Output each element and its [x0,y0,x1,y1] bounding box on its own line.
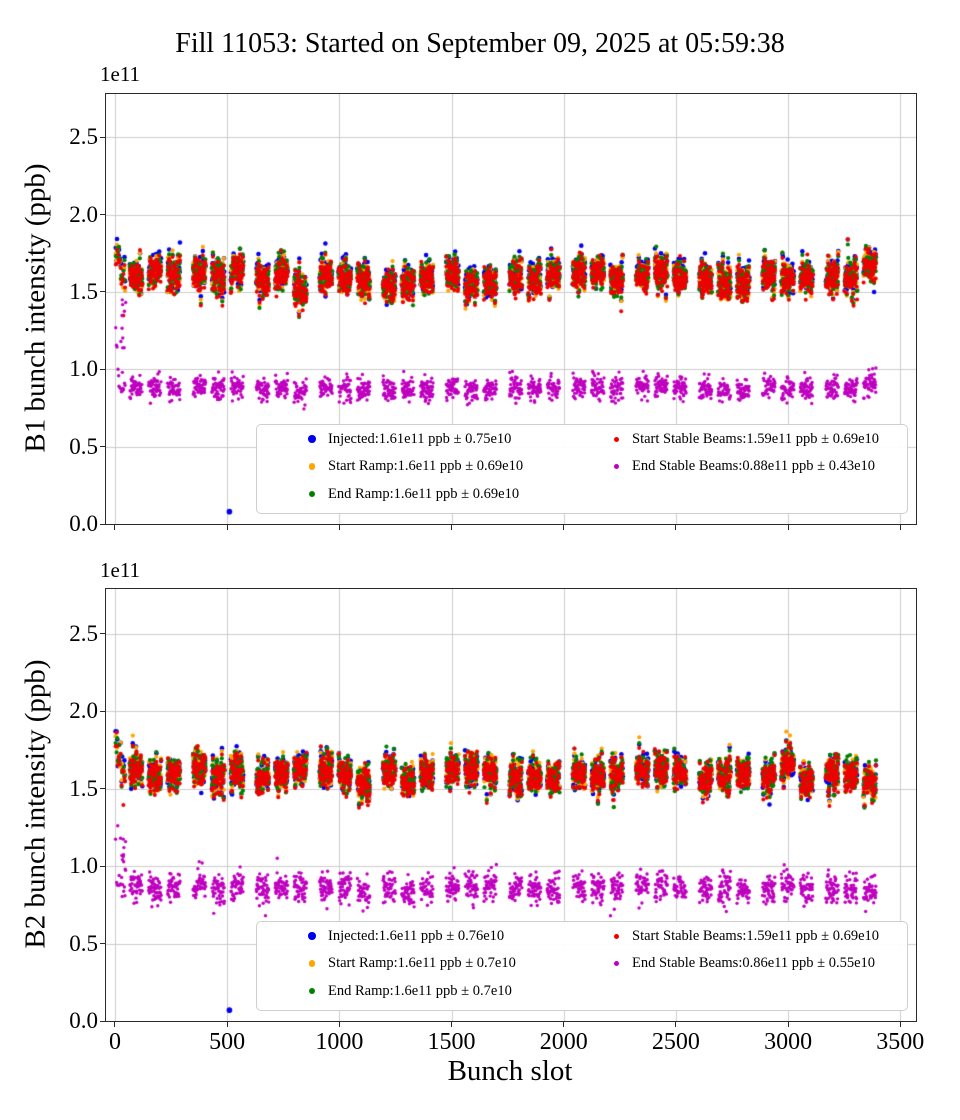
y-tick-label: 2.0 [69,698,98,724]
x-tick-mark [338,525,340,530]
figure-title: Fill 11053: Started on September 09, 202… [175,28,785,59]
y-tick-mark [100,446,105,448]
legend-marker [609,436,623,442]
legend-marker-dot [308,987,316,995]
y-tick-mark [100,291,105,293]
y-tick-label: 0.5 [69,433,98,459]
x-tick-mark [899,1022,901,1027]
x-tick-label: 1500 [427,1029,476,1055]
x-axis-label: Bunch slot [447,1055,573,1087]
b1-legend: Injected:1.61e11 ppb ± 0.75e10 Start Ramp… [256,424,908,514]
legend-label: Injected:1.61e11 ppb ± 0.75e10 [328,430,512,447]
x-tick-mark [899,525,901,530]
x-tick-mark [787,1022,789,1027]
x-tick-label: 0 [108,1029,121,1055]
y-tick-label: 0.0 [69,511,98,536]
y-tick-mark [100,214,105,216]
legend-label: End Stable Beams:0.88e11 ppb ± 0.43e10 [632,458,876,474]
x-tick-label: 2500 [651,1029,700,1055]
x-tick-mark [675,525,677,530]
y-tick-mark [100,865,105,867]
y-tick-mark [100,368,105,370]
legend-label: End Ramp:1.6e11 ppb ± 0.69e10 [328,485,520,502]
y-tick-mark [100,633,105,635]
legend-marker [609,961,623,966]
legend-marker [305,960,319,967]
legend-item: End Ramp:1.6e11 ppb ± 0.7e10 [305,980,512,1002]
legend-item: Start Ramp:1.6e11 ppb ± 0.69e10 [305,456,523,478]
x-tick-label: 1000 [315,1029,364,1055]
y-tick-mark [100,1020,105,1022]
legend-marker-dot [613,933,619,939]
legend-item: End Ramp:1.6e11 ppb ± 0.69e10 [305,483,519,505]
y-tick-mark [100,523,105,525]
legend-label: End Ramp:1.6e11 ppb ± 0.7e10 [328,982,512,999]
legend-item: Injected:1.6e11 ppb ± 0.76e10 [305,925,504,947]
legend-label: Injected:1.6e11 ppb ± 0.76e10 [328,927,505,944]
x-tick-mark [787,525,789,530]
legend-marker-dot [613,464,619,469]
y-tick-label: 2.5 [69,620,98,646]
x-tick-label: 500 [209,1029,246,1055]
legend-marker-dot [308,960,316,967]
legend-marker [609,464,623,469]
x-tick-mark [338,1022,340,1027]
legend-marker [305,463,319,470]
legend-marker [305,987,319,995]
x-tick-mark [451,1022,453,1027]
y-tick-label: 1.5 [69,278,98,304]
x-tick-label: 3000 [764,1029,813,1055]
x-tick-label: 2000 [539,1029,588,1055]
legend-marker-dot [613,961,619,966]
y-tick-label: 2.0 [69,201,98,227]
y-tick-mark [100,788,105,790]
legend-marker [305,932,319,940]
b2-axis-offset-text: 1e11 [100,558,141,582]
legend-item: Start Stable Beams:1.59e11 ppb ± 0.69e10 [609,428,879,450]
legend-marker-dot [308,932,316,940]
y-tick-label: 1.5 [69,775,98,801]
legend-item: Injected:1.61e11 ppb ± 0.75e10 [305,428,511,450]
b1-plot-area: Injected:1.61e11 ppb ± 0.75e10 Start Ramp… [69,93,917,536]
x-tick-mark [675,1022,677,1027]
y-tick-mark [100,136,105,138]
legend-label: Start Stable Beams:1.59e11 ppb ± 0.69e10 [632,430,880,447]
legend-label: End Stable Beams:0.86e11 ppb ± 0.55e10 [632,955,876,971]
x-tick-mark [114,525,116,530]
legend-marker [305,490,319,498]
x-tick-mark [563,525,565,530]
x-tick-mark [226,1022,228,1027]
y-tick-mark [100,943,105,945]
b2-legend: Injected:1.6e11 ppb ± 0.76e10 Start Ramp:… [256,921,908,1011]
x-tick-mark [114,1022,116,1027]
x-tick-label: 3500 [876,1029,925,1055]
y-tick-label: 0.5 [69,930,98,956]
x-tick-mark [226,525,228,530]
legend-label: Start Stable Beams:1.59e11 ppb ± 0.69e10 [632,927,880,944]
legend-marker-dot [613,436,619,442]
b2-plot-area: Injected:1.6e11 ppb ± 0.76e10 Start Ramp:… [69,588,924,1055]
y-tick-label: 1.0 [69,356,98,382]
legend-marker [305,435,319,443]
y-tick-label: 0.0 [69,1008,98,1033]
y-tick-label: 2.5 [69,124,98,150]
legend-item: End Stable Beams:0.86e11 ppb ± 0.55e10 [609,953,875,975]
legend-marker-dot [308,490,316,498]
legend-label: Start Ramp:1.6e11 ppb ± 0.69e10 [328,458,524,474]
y-tick-label: 1.0 [69,853,98,879]
x-tick-mark [451,525,453,530]
b1-axis-offset-text: 1e11 [100,62,141,86]
legend-marker [609,933,623,939]
x-tick-mark [563,1022,565,1027]
legend-marker-dot [308,435,316,443]
legend-item: End Stable Beams:0.88e11 ppb ± 0.43e10 [609,456,875,478]
legend-label: Start Ramp:1.6e11 ppb ± 0.7e10 [328,955,516,971]
legend-item: Start Ramp:1.6e11 ppb ± 0.7e10 [305,953,516,975]
legend-marker-dot [308,463,316,470]
legend-item: Start Stable Beams:1.59e11 ppb ± 0.69e10 [609,925,879,947]
y-tick-mark [100,710,105,712]
